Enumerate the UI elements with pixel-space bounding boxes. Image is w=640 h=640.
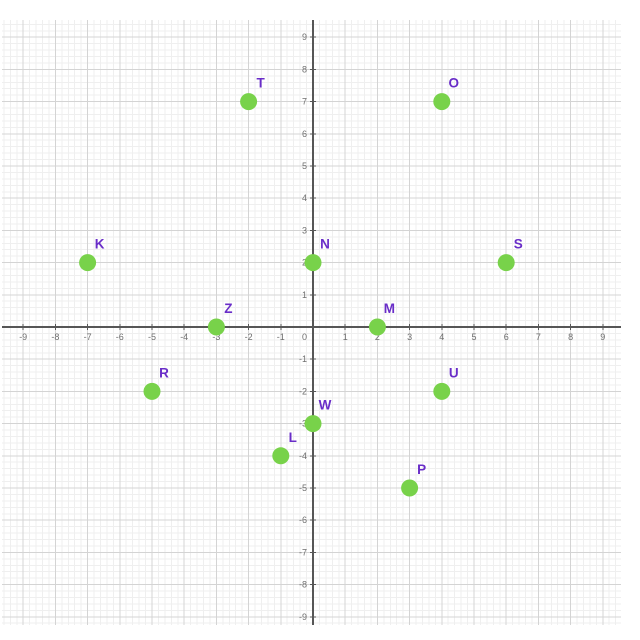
point-R[interactable] xyxy=(143,382,161,400)
x-tick-label: 5 xyxy=(471,332,476,342)
point-label-U: U xyxy=(449,365,459,380)
grid-minor xyxy=(2,20,621,625)
x-tick-label: 8 xyxy=(568,332,573,342)
point-T[interactable] xyxy=(240,93,258,111)
y-tick-label: -6 xyxy=(299,515,307,525)
point-labels: T O K N S Z M R U W L P xyxy=(95,76,523,477)
origin-tick-label: 0 xyxy=(302,332,307,342)
point-label-Z: Z xyxy=(224,301,232,316)
point-label-K: K xyxy=(95,237,105,252)
point-W[interactable] xyxy=(304,415,322,433)
y-tick-label: -3 xyxy=(299,419,307,429)
y-tick-label: 3 xyxy=(302,225,307,235)
x-tick-label: -6 xyxy=(116,332,124,342)
y-tick-label: 2 xyxy=(302,258,307,268)
y-tick-label: 8 xyxy=(302,64,307,74)
point-Z[interactable] xyxy=(207,318,225,336)
point-M[interactable] xyxy=(368,318,386,336)
y-tick-label: -2 xyxy=(299,386,307,396)
point-S[interactable] xyxy=(497,254,515,272)
point-K[interactable] xyxy=(79,254,97,272)
y-tick-label: 5 xyxy=(302,161,307,171)
points xyxy=(79,93,515,497)
x-tick-label: 2 xyxy=(375,332,380,342)
point-label-M: M xyxy=(384,301,395,316)
x-tick-label: -1 xyxy=(277,332,285,342)
x-tick-label: -9 xyxy=(19,332,27,342)
point-L[interactable] xyxy=(272,447,290,465)
y-tick-label: 1 xyxy=(302,290,307,300)
point-label-L: L xyxy=(289,430,297,445)
x-tick-label: 4 xyxy=(439,332,444,342)
x-tick-label: -7 xyxy=(84,332,92,342)
y-tick-label: 7 xyxy=(302,97,307,107)
y-tick-label: -1 xyxy=(299,354,307,364)
y-tick-label: 4 xyxy=(302,193,307,203)
axes xyxy=(2,20,621,625)
point-O[interactable] xyxy=(433,93,451,111)
x-tick-label: 3 xyxy=(407,332,412,342)
x-tick-label: -2 xyxy=(245,332,253,342)
x-tick-label: 7 xyxy=(536,332,541,342)
point-label-W: W xyxy=(319,398,332,413)
point-N[interactable] xyxy=(304,254,322,272)
x-tick-label: -3 xyxy=(212,332,220,342)
point-label-R: R xyxy=(159,365,169,380)
point-label-P: P xyxy=(417,462,426,477)
y-tick-label: -8 xyxy=(299,580,307,590)
point-label-N: N xyxy=(320,237,330,252)
point-label-S: S xyxy=(514,237,523,252)
grid-major xyxy=(2,20,621,625)
y-tick-label: -7 xyxy=(299,547,307,557)
y-tick-label: -9 xyxy=(299,612,307,622)
point-label-T: T xyxy=(256,76,265,91)
y-tick-label: -4 xyxy=(299,451,307,461)
x-tick-label: 6 xyxy=(504,332,509,342)
point-label-O: O xyxy=(449,76,460,91)
y-tick-label: 9 xyxy=(302,32,307,42)
x-tick-label: -8 xyxy=(51,332,59,342)
x-tick-label: 9 xyxy=(600,332,605,342)
axis-tick-labels: -9 -8 -7 -6 -5 -4 -3 -2 -1 1 2 3 4 5 6 7 8 9 9 8 7 6 5 4 3 2 1 -1 -2… xyxy=(19,32,605,622)
x-tick-label: 1 xyxy=(343,332,348,342)
x-tick-label: -5 xyxy=(148,332,156,342)
y-tick-label: -5 xyxy=(299,483,307,493)
point-P[interactable] xyxy=(401,479,419,497)
x-tick-label: -4 xyxy=(180,332,188,342)
y-tick-label: 6 xyxy=(302,129,307,139)
point-U[interactable] xyxy=(433,382,451,400)
